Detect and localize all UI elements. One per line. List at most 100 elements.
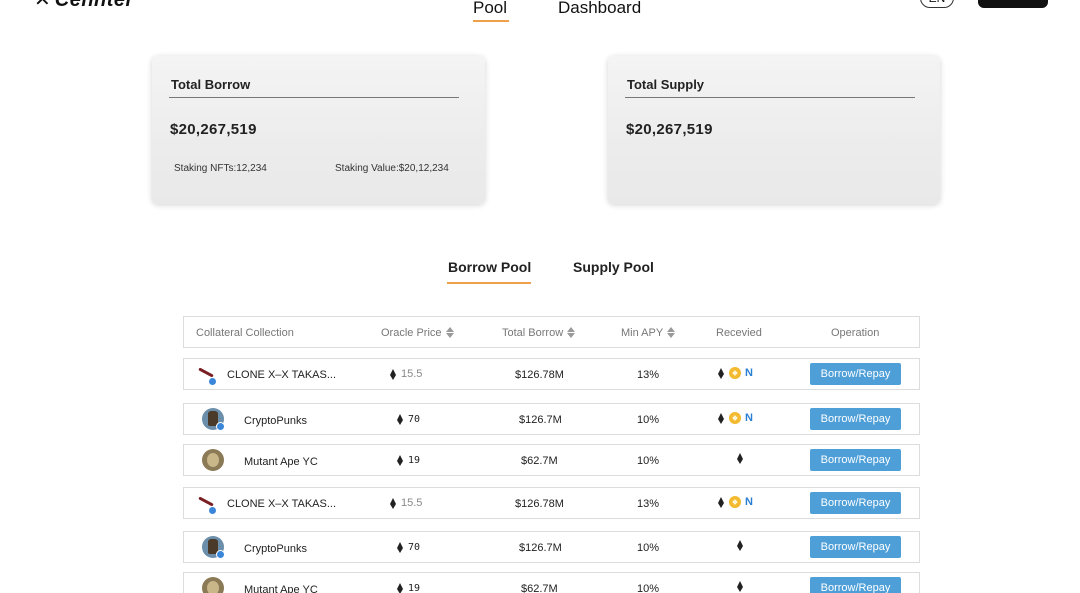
punk-avatar-icon [202,536,225,559]
logo-text: Cennter [54,0,134,11]
staking-nfts: Staking NFTs:12,234 [174,163,267,174]
oracle-price: 70 [397,541,420,553]
sort-icon[interactable] [445,327,455,339]
header-collection-label: Collateral Collection [196,327,294,339]
card-divider [169,97,459,98]
table-row: CryptoPunks 70 $126.7M 10% N Borrow/Repay [183,403,920,435]
header-oracle-price[interactable]: Oracle Price [381,327,455,339]
tab-borrow-pool[interactable]: Borrow Pool [448,259,532,275]
tab-active-underline [447,282,531,284]
wallet-button[interactable]: 0xw0...6321 [978,0,1048,8]
received-tokens [737,540,744,551]
table-row: Mutant Ape YC 19 $62.7M 10% Borrow/Repay [183,572,920,593]
eth-icon [718,367,725,379]
min-apy-value: 10% [637,583,660,593]
eth-icon [397,413,404,425]
header-received: Recevied [716,327,762,339]
oracle-price: 19 [397,454,420,466]
header-collection: Collateral Collection [196,327,294,339]
table-row: Mutant Ape YC 19 $62.7M 10% Borrow/Repay [183,444,920,476]
eth-icon [718,496,725,508]
min-apy-value: 13% [637,498,660,510]
borrow-repay-button[interactable]: Borrow/Repay [810,577,901,593]
nav-active-underline [473,20,509,22]
header-min-apy[interactable]: Min APY [621,327,676,339]
oracle-price: 70 [397,413,420,425]
collection-name: CLONE X–X TAKAS... [227,369,337,381]
collection-name: Mutant Ape YC [244,584,318,593]
borrow-repay-button[interactable]: Borrow/Repay [810,536,901,558]
bnb-coin-icon [729,367,741,379]
collection-name: CryptoPunks [244,543,307,555]
oracle-price-value: 15.5 [401,497,423,509]
n-token-icon: N [745,367,753,379]
header-operation-label: Operation [831,327,880,339]
tab-supply-pool[interactable]: Supply Pool [573,259,654,275]
table-row: CLONE X–X TAKAS... 15.5 $126.78M 13% N Borrow… [183,358,920,390]
header-oracle-price-label: Oracle Price [381,327,442,339]
oracle-price-value: 70 [408,414,421,425]
borrow-repay-button[interactable]: Borrow/Repay [810,449,901,471]
total-supply-title: Total Supply [627,77,705,92]
ape-avatar-icon [202,577,224,593]
eth-icon [390,497,397,509]
borrow-repay-button[interactable]: Borrow/Repay [810,363,901,385]
eth-icon [737,453,744,464]
min-apy-value: 10% [637,414,660,426]
total-supply-card: Total Supply $20,267,519 [608,56,940,204]
total-borrow-value: $126.78M [515,498,564,510]
ape-avatar-icon [202,449,224,471]
bnb-coin-icon [729,496,741,508]
oracle-price-value: 19 [408,455,421,466]
oracle-price-value: 19 [408,583,421,593]
logo-x-icon: ✕ [34,0,51,11]
logo[interactable]: ✕ Cennter [34,0,134,10]
header-received-label: Recevied [716,327,762,339]
received-tokens: N [718,496,753,508]
min-apy-value: 10% [637,455,660,467]
sort-icon[interactable] [567,327,576,339]
n-token-icon: N [745,496,753,508]
table-row: CryptoPunks 70 $126.7M 10% Borrow/Repay [183,531,920,563]
borrow-repay-button[interactable]: Borrow/Repay [810,408,901,430]
clone-avatar-icon [196,363,218,386]
eth-icon [397,582,404,593]
total-borrow-value: $20,267,519 [170,121,257,138]
oracle-price-value: 70 [408,542,421,553]
punk-avatar-icon [202,408,225,431]
oracle-price: 15.5 [390,368,422,380]
eth-icon [397,454,404,466]
collection-name: CryptoPunks [244,415,307,427]
min-apy-value: 13% [637,369,660,381]
received-tokens: N [718,412,753,424]
nav-dashboard[interactable]: Dashboard [558,0,642,17]
language-button[interactable]: EN [920,0,954,8]
oracle-price-value: 15.5 [401,368,423,380]
total-borrow-value: $62.7M [521,455,558,467]
total-borrow-title: Total Borrow [171,77,251,92]
eth-icon [397,541,404,553]
header-total-borrow[interactable]: Total Borrow [502,327,576,339]
clone-avatar-icon [196,492,218,515]
total-borrow-value: $126.7M [519,542,562,554]
eth-icon [737,581,744,592]
received-tokens: N [718,367,753,379]
eth-icon [737,540,744,551]
nav-pool[interactable]: Pool [473,0,508,17]
card-divider [625,97,915,98]
top-header: ✕ Cennter Pool Dashboard EN 0xw0...6321 [0,0,1080,28]
total-borrow-value: $62.7M [521,583,558,593]
header-operation: Operation [831,327,879,339]
table-header: Collateral Collection Oracle Price Total… [183,316,920,348]
bnb-coin-icon [729,412,741,424]
sort-icon[interactable] [667,327,676,339]
min-apy-value: 10% [637,542,660,554]
n-token-icon: N [745,412,753,424]
received-tokens [737,581,744,592]
oracle-price: 19 [397,582,420,593]
collection-name: Mutant Ape YC [244,456,318,468]
staking-value: Staking Value:$20,12,234 [335,163,449,174]
total-borrow-card: Total Borrow $20,267,519 Staking NFTs:12… [152,56,485,204]
borrow-repay-button[interactable]: Borrow/Repay [810,492,901,514]
total-borrow-value: $126.78M [515,369,564,381]
